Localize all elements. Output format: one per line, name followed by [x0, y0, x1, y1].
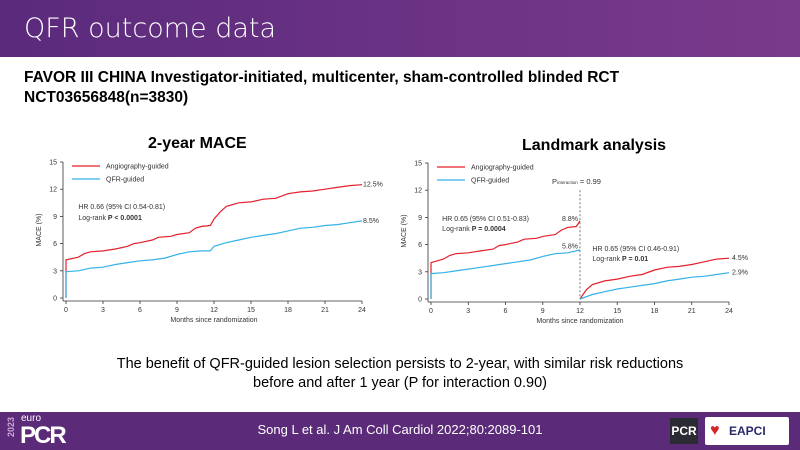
series-line-qfr	[65, 220, 363, 298]
legend-label: Angiography-guided	[471, 165, 534, 172]
series-line-angio	[65, 184, 363, 298]
y-tick-label: 12	[414, 188, 422, 195]
y-tick-label: 6	[53, 241, 57, 248]
y-tick-label: 15	[49, 160, 57, 167]
hr-text: HR 0.65 (95% CI 0.51-0.83)	[442, 216, 529, 223]
hr-text: HR 0.66 (95% CI 0.54-0.81)	[78, 204, 165, 211]
chart2-title: Landmark analysis	[522, 137, 667, 154]
slide-title: QFR outcome data	[24, 13, 277, 44]
x-tick-label: 21	[688, 308, 696, 315]
label-angio-24: 4.5%	[732, 255, 748, 262]
legend-label: QFR-guided	[106, 177, 144, 184]
chart1-title: 2-year MACE	[148, 135, 247, 152]
hr-text: HR 0.65 (95% CI 0.46-0.91)	[592, 246, 679, 253]
europcr-logo: PCR	[20, 422, 67, 449]
x-tick-label: 6	[504, 308, 508, 315]
citation: Song L et al. J Am Coll Cardiol 2022;80:…	[257, 422, 543, 437]
footer-bar: 2023 euro PCR Song L et al. J Am Coll Ca…	[0, 412, 800, 450]
label-qfr-24: 2.9%	[732, 270, 748, 277]
x-tick-label: 9	[175, 307, 179, 314]
y-tick-label: 9	[53, 214, 57, 221]
eapci-text: EAPCI	[729, 424, 766, 438]
end-label-qfr: 8.5%	[363, 218, 379, 225]
euro-label: euro	[21, 413, 42, 424]
legend-label: QFR-guided	[471, 178, 509, 185]
x-axis-label: Months since randomization	[170, 317, 257, 324]
series-line-qfr	[430, 249, 581, 299]
conclusion-line2: before and after 1 year (P for interacti…	[253, 375, 547, 391]
series-line-qfr	[579, 272, 730, 300]
label-angio-12: 8.8%	[562, 216, 578, 223]
y-axis-label: MACE (%)	[36, 213, 43, 246]
subtitle-line2: NCT03656848(n=3830)	[24, 89, 189, 106]
y-tick-label: 3	[53, 268, 57, 275]
y-tick-label: 12	[49, 187, 57, 194]
pcr-logo: PCR	[670, 418, 698, 444]
logrank-text: Log-rank P = 0.01	[592, 256, 648, 263]
label-qfr-12: 5.8%	[562, 243, 578, 250]
logrank-text: Log-rank P = 0.0004	[442, 226, 506, 233]
p-interaction: Pinteraction = 0.99	[552, 177, 601, 186]
x-tick-label: 15	[613, 308, 621, 315]
y-tick-label: 15	[414, 161, 422, 168]
x-tick-label: 24	[725, 308, 733, 315]
logrank-text: Log-rank P < 0.0001	[78, 215, 142, 222]
x-tick-label: 6	[138, 307, 142, 314]
y-tick-label: 3	[418, 269, 422, 276]
conclusion-line1: The benefit of QFR-guided lesion selecti…	[116, 356, 684, 372]
trial-subtitle: FAVOR III CHINA Investigator-initiated, …	[24, 68, 619, 108]
eapci-logo: ♥ EAPCI	[705, 417, 789, 445]
x-tick-label: 3	[101, 307, 105, 314]
x-tick-label: 12	[210, 307, 218, 314]
x-tick-label: 15	[247, 307, 255, 314]
y-axis-label: MACE (%)	[401, 214, 408, 247]
end-label-angio: 12.5%	[363, 182, 383, 189]
header-bar: QFR outcome data	[0, 0, 800, 57]
charts-svg: 0 3 6 9 12 15 18 21 24 0 3 6 9 12 15 Months since rando…	[36, 160, 748, 326]
legend-label: Angiography-guided	[106, 164, 169, 171]
heart-icon: ♥	[710, 422, 720, 439]
y-tick-label: 0	[418, 297, 422, 304]
x-tick-label: 9	[541, 308, 545, 315]
x-tick-label: 18	[651, 308, 659, 315]
x-axis-label: Months since randomization	[536, 318, 623, 325]
y-tick-label: 0	[53, 296, 57, 303]
conclusion: The benefit of QFR-guided lesion selecti…	[0, 355, 800, 393]
subtitle-line1: FAVOR III CHINA Investigator-initiated, …	[24, 69, 620, 86]
x-tick-label: 0	[429, 308, 433, 315]
x-tick-label: 24	[358, 307, 366, 314]
series-line-angio	[579, 257, 730, 300]
x-tick-label: 0	[64, 307, 68, 314]
x-tick-label: 21	[321, 307, 329, 314]
y-tick-label: 9	[418, 215, 422, 222]
x-tick-label: 18	[284, 307, 292, 314]
x-tick-label: 12	[576, 308, 584, 315]
x-tick-label: 3	[466, 308, 470, 315]
series-line-angio	[430, 220, 581, 299]
y-tick-label: 6	[418, 242, 422, 249]
